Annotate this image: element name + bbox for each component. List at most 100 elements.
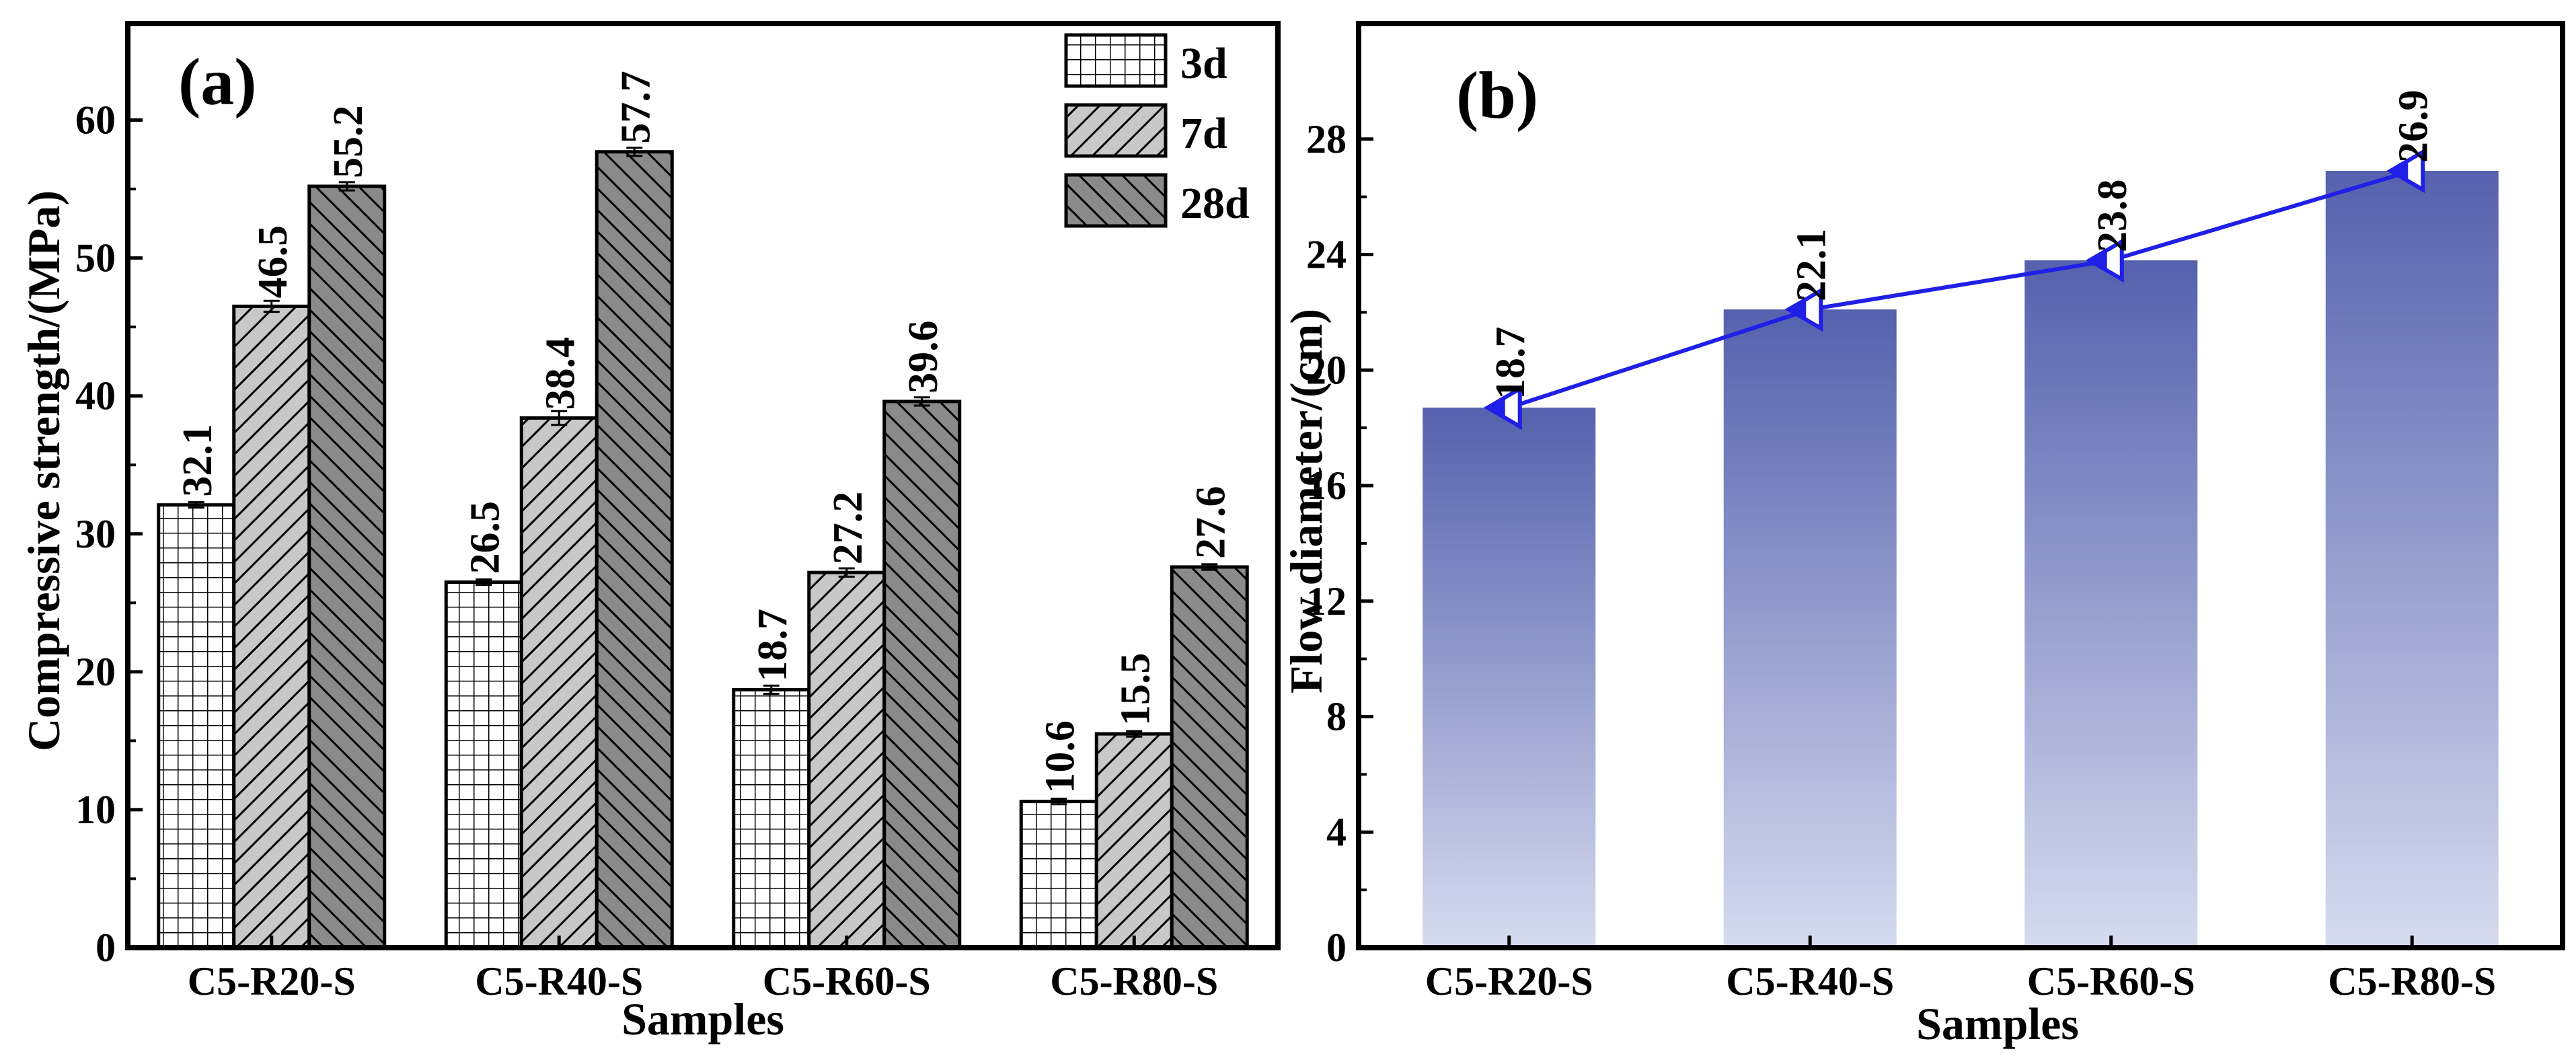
bar-3d-C5-R20-S (157, 503, 236, 950)
error-bar-28d-C5-R20-S (338, 181, 355, 192)
value-label-28d-C5-R40-S: 57.7 (613, 71, 658, 144)
value-label-28d-C5-R60-S: 39.6 (901, 320, 946, 393)
x-tick-label-C5-R80-S: C5-R80-S (2328, 959, 2496, 1003)
value-label-C5-R60-S: 23.8 (2090, 180, 2135, 253)
bar-7d-C5-R80-S (1094, 732, 1174, 950)
bar-C5-R20-S (1423, 408, 1596, 948)
error-bar-3d-C5-R60-S (763, 684, 780, 695)
panel-b-trend-line (1483, 148, 2425, 430)
value-label-7d-C5-R20-S: 46.5 (250, 225, 296, 299)
y-tick-label-50: 50 (75, 236, 116, 280)
panel-a-y-axis: 0 10 20 30 40 50 60 (75, 98, 143, 970)
error-bar-7d-C5-R40-S (551, 410, 568, 426)
panel-a-compressive-strength: 32.1 46.5 55.2 26.5 38.4 57.7 18.7 27.2 39.6 10.6… (18, 21, 1281, 1045)
legend-item-3d: 3d (1064, 33, 1227, 88)
panel-a-bars (157, 150, 1249, 950)
bar-C5-R40-S (1723, 309, 1897, 948)
x-tick-label-C5-R80-S: C5-R80-S (1050, 959, 1218, 1003)
value-label-C5-R80-S: 26.9 (2390, 89, 2436, 163)
panel-b-label: (b) (1456, 58, 1538, 132)
panel-b-value-labels: 18.7 22.1 23.8 26.9 (1488, 89, 2437, 400)
value-label-3d-C5-R40-S: 26.5 (462, 501, 508, 574)
x-tick-label-C5-R20-S: C5-R20-S (188, 959, 356, 1003)
legend-swatch-7d (1064, 103, 1168, 158)
x-tick-label-C5-R40-S: C5-R40-S (475, 959, 643, 1003)
y-tick-label-20: 20 (75, 650, 116, 694)
y-tick-label-0: 0 (1326, 925, 1347, 970)
bar-C5-R60-S (2024, 260, 2198, 948)
bar-3d-C5-R60-S (732, 688, 811, 950)
error-bar-3d-C5-R80-S (1051, 798, 1067, 806)
error-bar-7d-C5-R80-S (1126, 730, 1143, 738)
legend-swatch-28d (1064, 173, 1168, 228)
y-tick-label-16: 16 (1306, 463, 1347, 508)
bar-C5-R80-S (2325, 170, 2499, 948)
legend-label-28d: 28d (1180, 179, 1250, 228)
x-tick-label-C5-R60-S: C5-R60-S (2027, 959, 2195, 1003)
x-tick-label-C5-R60-S: C5-R60-S (763, 959, 931, 1003)
panel-a-label: (a) (178, 44, 257, 119)
panel-a-plot-frame (125, 21, 1281, 950)
bar-3d-C5-R80-S (1019, 800, 1098, 950)
panel-b-flow-diameter: 18.7 22.1 23.8 26.9 0 4 8 12 16 20 24 28 C5-R20-S C… (1281, 21, 2565, 1049)
error-bar-28d-C5-R80-S (1201, 563, 1218, 571)
value-label-3d-C5-R60-S: 18.7 (750, 609, 796, 682)
value-label-7d-C5-R80-S: 15.5 (1112, 653, 1158, 726)
panel-b-y-axis-title: Flow diameter/(cm) (1281, 309, 1332, 693)
legend-item-7d: 7d (1064, 103, 1227, 158)
legend-label-7d: 7d (1180, 109, 1227, 158)
panel-b-x-axis-title: Samples (1916, 998, 2079, 1049)
value-label-C5-R40-S: 22.1 (1788, 229, 1834, 302)
trend-marker-C5-R20-S (1483, 385, 1522, 430)
bar-28d-C5-R20-S (307, 184, 387, 950)
y-tick-label-28: 28 (1306, 117, 1347, 161)
legend-label-3d: 3d (1180, 39, 1227, 88)
panel-b-plot-frame (1356, 21, 2565, 950)
y-tick-label-24: 24 (1306, 233, 1347, 277)
legend-item-28d: 28d (1064, 173, 1250, 228)
bar-7d-C5-R60-S (807, 570, 886, 950)
value-label-3d-C5-R80-S: 10.6 (1037, 720, 1083, 794)
y-tick-label-4: 4 (1326, 810, 1347, 854)
bar-28d-C5-R60-S (882, 400, 962, 950)
panel-a-x-axis: C5-R20-S C5-R40-S C5-R60-S C5-R80-S (188, 936, 1218, 1003)
y-tick-label-12: 12 (1306, 579, 1347, 623)
panel-a-x-axis-title: Samples (621, 993, 784, 1045)
error-bar-28d-C5-R40-S (626, 147, 643, 157)
value-label-7d-C5-R40-S: 38.4 (537, 337, 583, 410)
value-label-3d-C5-R20-S: 32.1 (175, 424, 221, 497)
panel-b-bars (1423, 170, 2499, 948)
y-tick-label-10: 10 (75, 788, 116, 832)
bar-28d-C5-R80-S (1170, 565, 1249, 950)
y-tick-label-8: 8 (1326, 695, 1347, 739)
value-label-28d-C5-R20-S: 55.2 (326, 105, 371, 178)
value-label-C5-R20-S: 18.7 (1488, 327, 1533, 400)
error-bar-7d-C5-R60-S (838, 567, 855, 578)
bar-28d-C5-R40-S (595, 150, 674, 950)
x-tick-label-C5-R20-S: C5-R20-S (1425, 959, 1593, 1003)
error-bar-3d-C5-R40-S (476, 578, 492, 586)
y-tick-label-40: 40 (75, 374, 116, 418)
bar-3d-C5-R40-S (444, 580, 523, 950)
panel-a-value-labels: 32.1 46.5 55.2 26.5 38.4 57.7 18.7 27.2 39.6 10.6… (175, 71, 1234, 793)
value-label-7d-C5-R60-S: 27.2 (825, 492, 871, 565)
trend-marker-C5-R60-S (2085, 237, 2124, 283)
y-tick-label-20: 20 (1306, 348, 1347, 392)
trend-marker-C5-R80-S (2386, 148, 2425, 194)
x-tick-label-C5-R40-S: C5-R40-S (1726, 959, 1894, 1003)
trend-marker-C5-R40-S (1784, 287, 1823, 332)
panel-a-error-bars (188, 147, 1218, 806)
error-bar-28d-C5-R60-S (913, 396, 930, 407)
error-bar-7d-C5-R20-S (263, 299, 280, 313)
y-tick-label-60: 60 (75, 98, 116, 143)
trend-line (1508, 169, 2413, 410)
panel-a-legend: 3d 7d 28d (1064, 33, 1250, 228)
value-label-28d-C5-R80-S: 27.6 (1188, 486, 1234, 559)
error-bar-3d-C5-R20-S (188, 501, 204, 509)
bar-7d-C5-R20-S (232, 304, 311, 950)
bar-7d-C5-R40-S (519, 416, 599, 950)
panel-a-y-axis-title: Compressive strength/(MPa) (18, 190, 69, 751)
legend-swatch-3d (1064, 33, 1168, 88)
y-tick-label-30: 30 (75, 512, 116, 556)
